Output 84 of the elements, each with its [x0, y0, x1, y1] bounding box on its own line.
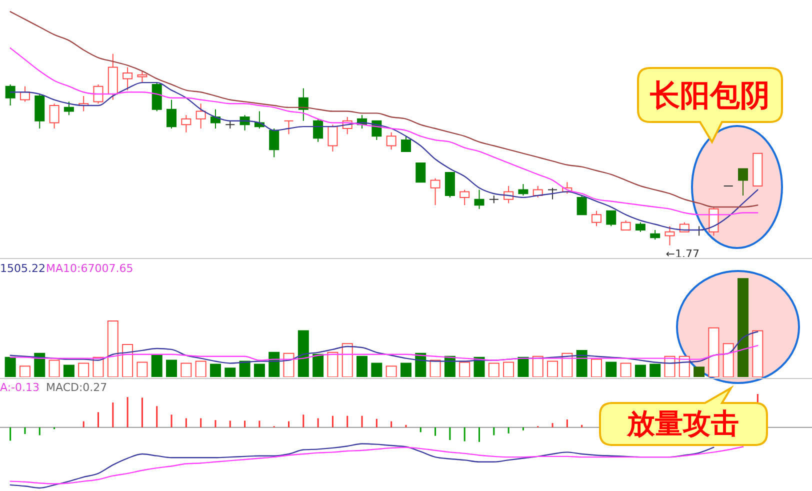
bar [371, 362, 382, 377]
bar [430, 360, 441, 377]
bar [400, 362, 412, 377]
bar [752, 330, 764, 377]
bar [48, 360, 60, 377]
annotation: 长阳包阴 [650, 78, 770, 116]
bar [224, 368, 236, 377]
candlestick [518, 184, 528, 196]
bar [503, 362, 514, 377]
bar [576, 350, 588, 377]
candlestick [5, 84, 16, 106]
candlestick [416, 162, 426, 183]
candlestick [620, 220, 631, 230]
candlestick [386, 132, 396, 150]
annotation: MACD:0.27 [46, 381, 108, 394]
candlestick [298, 88, 308, 122]
candlestick [474, 189, 484, 210]
bar [650, 364, 661, 377]
bar [634, 364, 646, 377]
candlestick [635, 222, 646, 232]
bar [738, 278, 749, 377]
bar [195, 360, 206, 377]
candlestick [122, 66, 133, 91]
candlestick [166, 99, 177, 129]
candlestick [444, 172, 455, 198]
bar [356, 356, 368, 377]
bar [606, 362, 617, 377]
candlestick [137, 70, 148, 84]
candlestick [196, 103, 206, 129]
candlestick [93, 84, 104, 104]
bar [620, 362, 632, 377]
candlestick [576, 195, 587, 216]
bar [708, 327, 720, 377]
candlestick [430, 178, 440, 206]
candlestick [64, 101, 74, 116]
annotation: 放量攻击 [627, 406, 739, 442]
candlestick [738, 168, 748, 196]
bar [415, 352, 426, 377]
candlestick [664, 226, 675, 246]
bar [488, 362, 500, 377]
bar [547, 360, 558, 377]
text: MA10:67007.65 [46, 262, 134, 275]
bar [459, 362, 470, 377]
bar [107, 320, 118, 377]
bar [722, 343, 734, 377]
bar [386, 366, 397, 377]
bar [122, 344, 134, 377]
bar [590, 358, 602, 377]
text: ←1.77 [666, 247, 700, 260]
bar [78, 362, 90, 377]
bar [136, 362, 148, 377]
bar [34, 352, 46, 377]
bar [4, 356, 16, 377]
bar [327, 352, 338, 377]
candlestick [460, 189, 470, 206]
candlestick [269, 128, 280, 158]
bar [283, 352, 294, 377]
candlestick [591, 210, 602, 227]
bar [166, 360, 178, 377]
candlestick [210, 108, 220, 129]
bar [518, 356, 529, 377]
text: 1505.22 [0, 262, 46, 275]
candlestick [400, 136, 411, 152]
candlestick [181, 114, 192, 133]
bar [63, 364, 74, 377]
bar [342, 343, 353, 377]
candlestick [548, 187, 558, 200]
candlestick [20, 86, 30, 102]
candlestick [49, 103, 60, 129]
candlestick [328, 124, 338, 152]
bar [180, 362, 192, 377]
candlestick [650, 230, 660, 240]
bar [694, 366, 705, 377]
candlestick [313, 118, 324, 142]
bar [254, 364, 265, 377]
bar [210, 364, 221, 377]
bar [151, 354, 162, 377]
bar [19, 366, 30, 377]
bar [532, 356, 544, 377]
candlestick [284, 120, 294, 135]
bar [312, 354, 324, 377]
annotation: A:-0.13 [0, 381, 40, 394]
candlestick [606, 210, 616, 227]
bar [298, 330, 309, 377]
